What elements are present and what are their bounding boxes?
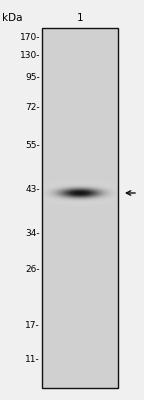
Text: 17-: 17-	[25, 320, 40, 330]
Text: 26-: 26-	[25, 266, 40, 274]
Text: 72-: 72-	[25, 104, 40, 112]
Text: 1: 1	[77, 13, 83, 23]
Text: 43-: 43-	[25, 186, 40, 194]
Text: 95-: 95-	[25, 74, 40, 82]
Text: kDa: kDa	[2, 13, 22, 23]
Text: 55-: 55-	[25, 140, 40, 150]
Text: 170-: 170-	[19, 34, 40, 42]
Text: 34-: 34-	[25, 228, 40, 238]
Text: 130-: 130-	[19, 50, 40, 60]
Bar	[42, 28, 118, 388]
Text: 11-: 11-	[25, 356, 40, 364]
